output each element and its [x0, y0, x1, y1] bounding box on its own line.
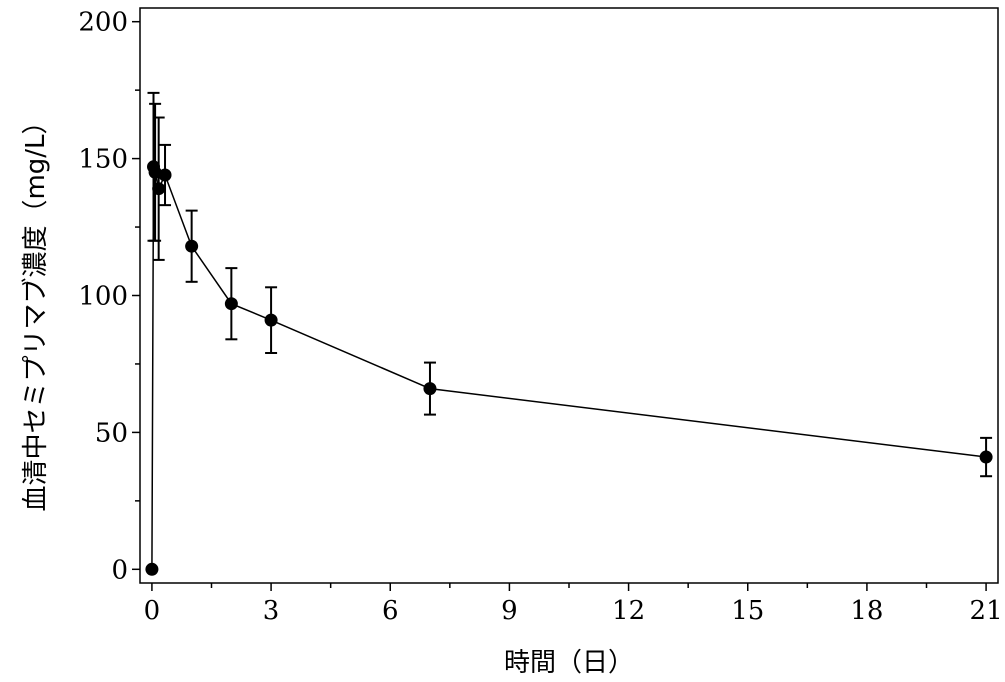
data-point	[148, 165, 162, 179]
data-point	[264, 313, 278, 327]
data-point	[185, 239, 199, 253]
plot-frame	[139, 7, 999, 584]
x-tick-label: 12	[612, 596, 645, 626]
y-axis-title: 血清中セミプリマブ濃度（mg/L）	[21, 108, 51, 511]
x-tick-label: 6	[382, 596, 399, 626]
x-tick-label: 18	[850, 596, 883, 626]
y-tick-label: 0	[111, 555, 128, 585]
y-tick-label: 50	[95, 418, 128, 448]
series-line	[151, 166, 987, 570]
data-point	[224, 297, 238, 311]
x-axis: 0 3 6 9 12 15 18 21	[144, 583, 1003, 626]
x-tick-label: 21	[970, 596, 1003, 626]
data-point	[158, 168, 172, 182]
x-tick-label: 3	[263, 596, 280, 626]
data-point	[979, 450, 993, 464]
y-tick-label: 100	[78, 282, 128, 312]
y-axis: 0 50 100 150 200	[78, 8, 140, 585]
y-tick-label: 150	[78, 145, 128, 175]
data-point	[145, 562, 159, 576]
y-tick-label: 200	[78, 8, 128, 38]
x-tick-label: 15	[731, 596, 764, 626]
data-point	[152, 182, 166, 196]
x-tick-label: 0	[144, 596, 161, 626]
series-layer	[145, 91, 993, 576]
x-axis-title: 時間（日）	[504, 648, 634, 678]
data-point	[423, 382, 437, 396]
x-tick-label: 9	[501, 596, 518, 626]
